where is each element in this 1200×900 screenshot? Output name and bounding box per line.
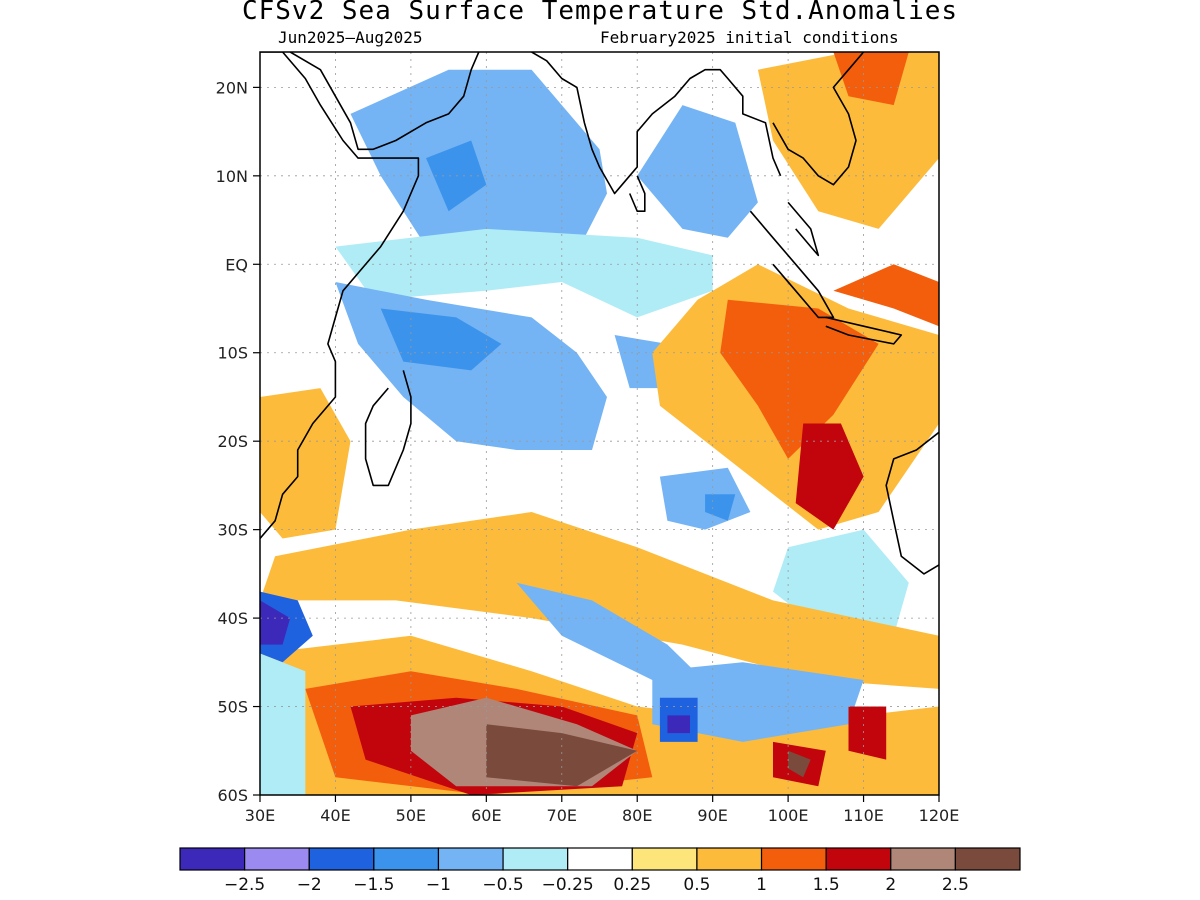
lon-tick-label: 50E [396,806,426,825]
colorbar-swatch [760,847,827,871]
colorbar-swatch [567,847,633,871]
initial-conditions: February2025 initial conditions [600,28,899,47]
coastline-java [825,316,903,345]
colorbar-swatch [696,847,763,871]
lat-tick-label: 10N [216,167,248,186]
anomaly-region-south-central-purple [667,715,690,734]
colorbar-label: 0.5 [683,875,710,895]
lon-tick-label: 90E [697,806,727,825]
coastline-australia [885,431,939,575]
colorbar-label: −0.5 [482,875,523,895]
lon-tick-label: 110E [843,806,884,825]
coastline-africa [260,52,420,540]
anomaly-region-south-east-brown-blob [788,750,811,778]
colorbar-swatch [373,847,440,871]
lat-tick-label: 20S [217,432,248,451]
lon-tick-label: 100E [768,806,809,825]
colorbar-label: 0.25 [613,875,651,895]
colorbar-swatch [437,847,504,871]
lon-tick-label: 30E [245,806,275,825]
lon-tick-label: 70E [547,806,577,825]
lon-tick-label: 40E [320,806,350,825]
colorbar-label: 2 [885,875,896,895]
lat-tick-label: 30S [217,521,248,540]
anomaly-region-mozambique-warm [260,388,351,539]
forecast-period: Jun2025–Aug2025 [278,28,423,47]
colorbar-label: −1.5 [353,875,394,895]
anomaly-region-equatorial-cool [335,228,713,318]
colorbar-swatch [825,847,892,871]
colorbar-label: −0.25 [542,875,594,895]
anomaly-region-maritime-warm [833,264,939,327]
lat-tick-label: 40S [217,609,248,628]
lat-tick-label: 20N [216,78,248,97]
map-title: CFSv2 Sea Surface Temperature Std.Anomal… [241,0,959,26]
anomaly-region-southern-brown-dark [486,724,638,787]
coastline-madagascar [364,370,412,487]
anomaly-region-southwest-purple [260,600,291,645]
colorbar-swatch [631,847,698,871]
anomaly-region-mid-latitude-cool-stripe [516,582,713,689]
anomaly-region-south-east-red-blob-2 [848,706,887,760]
colorbar-swatch [244,847,310,871]
coastline-indochina [772,52,865,186]
colorbar-label: −2 [297,875,322,895]
colorbar-label: −1 [426,875,451,895]
lat-tick-label: 60S [217,786,248,805]
lon-tick-label: 80E [622,806,652,825]
lat-tick-label: 50S [217,698,248,717]
anomaly-region-eastern-hot-spot [795,423,864,530]
lat-tick-label: 10S [217,344,248,363]
colorbar-swatch [308,847,375,871]
coastline-sumatra [749,210,835,319]
anomaly-region-southwest-light-cool [260,653,306,795]
colorbar-swatch [502,847,569,871]
coastlines [260,52,939,575]
colorbar-label: 1 [756,875,767,895]
colorbar-swatch [954,847,1021,871]
anomaly-region-bay-of-bengal-cool [637,105,758,238]
plot-frame [259,51,940,796]
lat-tick-label: EQ [225,255,248,274]
coastline-arabia [289,52,480,151]
colorbar-label: 2.5 [942,875,969,895]
anomaly-region-eastern-warm-core [720,299,879,459]
colorbar-label: 1.5 [813,875,840,895]
colorbar-label: −2.5 [224,875,265,895]
colorbar: −2.5 −2 −1.5 −1 −0.5 −0.25 0.25 0.5 1 1.5 2 2.5 [179,847,1021,895]
anomaly-region-south-central-cool [652,662,864,742]
colorbar-swatch [179,847,246,871]
lon-tick-label: 120E [919,806,960,825]
colorbar-swatch [890,847,956,871]
coastline-sri-lanka [628,175,646,212]
coastline-borneo-malaysia [787,201,820,257]
coastline-india [531,52,782,195]
lon-tick-label: 60E [471,806,501,825]
anomaly-fields [260,52,939,795]
anomaly-region-mid-latitude-warm-band [260,512,939,689]
